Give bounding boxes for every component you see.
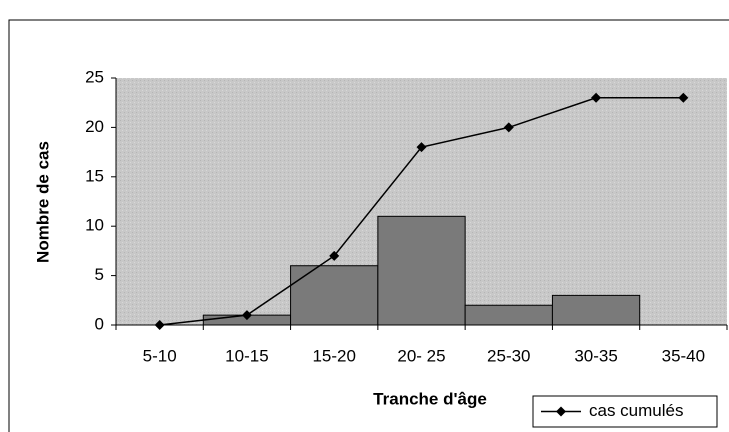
- y-tick-label: 15: [85, 166, 104, 185]
- x-tick-label: 20- 25: [397, 346, 445, 365]
- y-tick-label: 10: [85, 216, 104, 235]
- bar: [290, 265, 379, 326]
- marker: [329, 250, 340, 261]
- marker: [678, 92, 689, 103]
- x-tick-label: 35-40: [662, 346, 705, 365]
- y-tick-label: 25: [85, 67, 104, 86]
- bar: [377, 215, 466, 326]
- y-tick-label: 5: [95, 265, 104, 284]
- x-tick-label: 25-30: [487, 346, 530, 365]
- x-tick-label: 5-10: [143, 346, 177, 365]
- bar: [551, 294, 641, 326]
- marker: [154, 320, 165, 330]
- marker: [503, 122, 514, 133]
- marker: [241, 310, 252, 321]
- bar: [464, 304, 553, 326]
- marker: [591, 92, 602, 103]
- y-tick-label: 0: [95, 314, 104, 333]
- x-tick-label: 15-20: [312, 346, 355, 365]
- x-axis-label: Tranche d'âge: [373, 389, 487, 408]
- legend-label: cas cumulés: [589, 401, 683, 420]
- x-tick-label: 30-35: [574, 346, 617, 365]
- marker: [416, 142, 427, 153]
- x-tick-label: 10-15: [225, 346, 268, 365]
- y-axis-label: Nombre de cas: [33, 141, 52, 263]
- y-tick-label: 20: [85, 117, 104, 136]
- legend-marker: [556, 406, 566, 417]
